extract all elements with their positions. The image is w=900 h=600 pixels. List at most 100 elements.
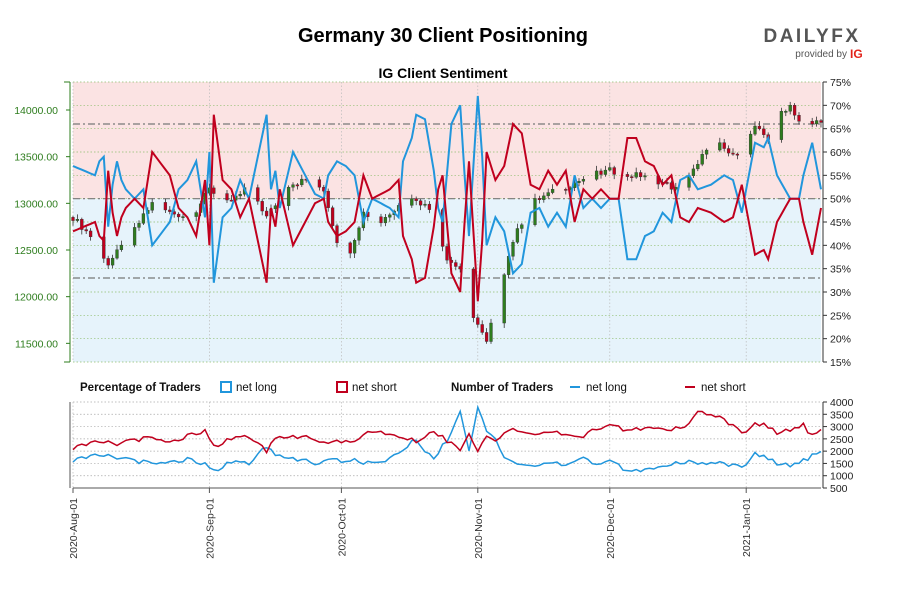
candle-body bbox=[797, 115, 801, 122]
legend-pct-long-swatch bbox=[220, 381, 232, 393]
candle-body bbox=[643, 175, 647, 178]
candle-body bbox=[194, 212, 198, 217]
candle-body bbox=[84, 229, 88, 232]
candle-body bbox=[168, 209, 172, 212]
net-short-pct-line bbox=[72, 114, 822, 302]
price-candles bbox=[71, 101, 823, 344]
traders-tick-label: 3500 bbox=[830, 409, 854, 421]
candle-body bbox=[762, 128, 766, 135]
candle-body bbox=[348, 242, 352, 254]
traders-tick-label: 1000 bbox=[830, 471, 854, 483]
candle-body bbox=[489, 322, 493, 342]
sentiment-chart: IG Client Sentiment 11500.00 12000.00 1250… bbox=[14, 65, 851, 369]
candle-body bbox=[718, 142, 722, 151]
legend-pct-title: Percentage of Traders bbox=[80, 382, 201, 394]
candle-body bbox=[181, 216, 185, 218]
candle-body bbox=[577, 181, 581, 184]
candle-body bbox=[440, 209, 445, 247]
candle-body bbox=[630, 176, 634, 178]
candle-body bbox=[537, 198, 542, 200]
candle-body bbox=[542, 195, 546, 200]
date-tick-label: 2020-Oct-01 bbox=[336, 498, 348, 557]
percent-tick-label: 70% bbox=[830, 100, 851, 112]
date-tick-label: 2020-Aug-01 bbox=[68, 498, 80, 559]
candle-body bbox=[357, 227, 361, 241]
dailyfx-logo: DAILYFX provided by IG bbox=[763, 26, 862, 61]
candle-body bbox=[634, 172, 638, 178]
percent-tick-label: 45% bbox=[830, 217, 851, 229]
candle-body bbox=[256, 187, 260, 202]
percent-tick-label: 60% bbox=[830, 147, 851, 159]
candle-body bbox=[410, 198, 414, 206]
percent-tick-label: 55% bbox=[830, 170, 851, 182]
traders-tick-label: 500 bbox=[830, 483, 848, 495]
legend-pct-short-swatch bbox=[336, 381, 348, 393]
price-tick-label: 12000.00 bbox=[14, 292, 58, 304]
candle-body bbox=[110, 257, 115, 266]
candle-body bbox=[286, 186, 291, 206]
percent-tick-label: 20% bbox=[830, 334, 851, 346]
candle-body bbox=[608, 167, 612, 171]
legend-pct-long-label: net long bbox=[236, 382, 277, 394]
candle-body bbox=[352, 240, 357, 254]
candle-body bbox=[225, 193, 229, 201]
candle-body bbox=[810, 120, 814, 125]
candle-body bbox=[106, 258, 110, 266]
candle-body bbox=[264, 210, 269, 217]
candle-body bbox=[137, 223, 141, 228]
net-long-pct-line bbox=[72, 95, 822, 283]
candle-body bbox=[757, 125, 762, 130]
candle-body bbox=[581, 179, 586, 182]
candle-body bbox=[722, 142, 726, 149]
logo-ig-brand: IG bbox=[850, 47, 863, 61]
candle-body bbox=[550, 189, 555, 193]
candle-body bbox=[445, 246, 449, 261]
candle-body bbox=[564, 189, 568, 191]
candle-body bbox=[115, 249, 119, 259]
reference-lines bbox=[73, 123, 821, 279]
percent-tick-label: 25% bbox=[830, 310, 851, 322]
candle-body bbox=[700, 154, 704, 165]
candle-body bbox=[779, 111, 784, 140]
candle-body bbox=[753, 125, 757, 135]
sentiment-chart-title: IG Client Sentiment bbox=[378, 65, 507, 81]
candle-body bbox=[784, 111, 788, 113]
price-axis: 11500.00 12000.00 12500.00 13000.00 13500.00… bbox=[14, 81, 71, 363]
candle-body bbox=[300, 178, 304, 186]
candle-body bbox=[814, 120, 819, 125]
candle-body bbox=[317, 179, 322, 188]
candle-body bbox=[511, 242, 515, 257]
candle-body bbox=[80, 219, 84, 230]
price-tick-label: 13000.00 bbox=[14, 198, 58, 210]
price-tick-label: 14000.00 bbox=[14, 105, 58, 117]
candle-body bbox=[638, 172, 643, 178]
legend-pct-short-label: net short bbox=[352, 382, 398, 394]
candle-body bbox=[163, 202, 168, 211]
percent-tick-label: 15% bbox=[830, 357, 851, 369]
candle-body bbox=[388, 214, 392, 218]
candle-body bbox=[476, 317, 480, 325]
candle-body bbox=[515, 228, 520, 243]
candle-body bbox=[484, 332, 489, 342]
candle-body bbox=[88, 230, 93, 238]
candle-body bbox=[546, 192, 550, 197]
grid-lines bbox=[72, 81, 821, 363]
legend: Percentage of Traders net long net short… bbox=[80, 381, 747, 394]
candle-body bbox=[229, 199, 234, 202]
candle-body bbox=[520, 224, 524, 229]
price-tick-label: 11500.00 bbox=[15, 338, 58, 350]
candle-body bbox=[603, 169, 608, 175]
percent-tick-label: 30% bbox=[830, 287, 851, 299]
candle-body bbox=[418, 200, 423, 206]
candle-body bbox=[691, 168, 696, 176]
traders-tick-label: 1500 bbox=[830, 458, 854, 470]
candle-body bbox=[819, 120, 823, 123]
candle-body bbox=[119, 244, 124, 250]
price-tick-label: 12500.00 bbox=[14, 245, 58, 257]
candle-body bbox=[379, 216, 383, 224]
candle-body bbox=[731, 152, 735, 155]
candle-body bbox=[612, 167, 616, 175]
candle-body bbox=[735, 153, 740, 156]
